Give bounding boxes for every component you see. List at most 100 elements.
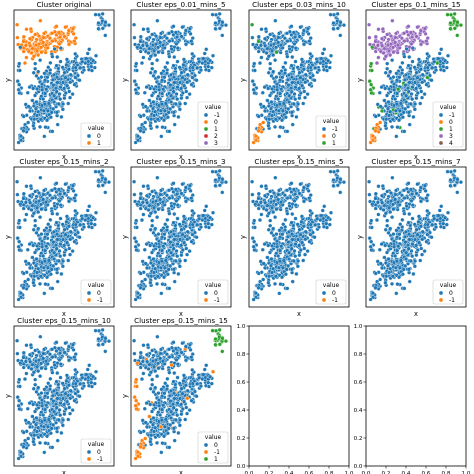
scatter-point <box>173 187 178 192</box>
scatter-point <box>263 26 268 32</box>
scatter-point <box>93 210 99 215</box>
scatter-point <box>328 210 334 215</box>
scatter-point <box>301 42 307 47</box>
scatter-point <box>91 58 96 63</box>
scatter-point <box>383 86 388 91</box>
scatter-point <box>15 192 20 197</box>
scatter-point <box>150 106 156 111</box>
scatter-point <box>220 177 225 182</box>
legend-entry-label: -1 <box>332 126 338 133</box>
legend-entry-label: 0 <box>332 133 336 140</box>
scatter-point <box>25 90 30 95</box>
scatter-point <box>378 104 383 109</box>
scatter-point <box>154 124 160 129</box>
scatter-point <box>47 71 53 76</box>
legend-marker <box>203 126 209 132</box>
scatter-point <box>54 24 59 29</box>
scatter-point <box>256 39 261 44</box>
scatter-point <box>182 83 187 88</box>
scatter-point <box>269 99 274 105</box>
scatter-point <box>150 189 155 194</box>
scatter-point <box>60 80 66 85</box>
scatter-point <box>58 46 63 51</box>
scatter-point <box>198 68 204 73</box>
scatter-point <box>40 244 45 249</box>
scatter-point <box>294 271 299 277</box>
scatter-point <box>285 129 290 134</box>
scatter-point <box>66 199 72 204</box>
scatter-point <box>367 22 372 27</box>
legend-marker <box>438 112 444 118</box>
scatter-point <box>167 234 172 239</box>
scatter-point <box>106 180 112 185</box>
scatter-point <box>177 80 183 85</box>
scatter-point <box>283 60 288 65</box>
scatter-point <box>416 57 422 62</box>
legend-entry-label: 0 <box>449 119 453 126</box>
scatter-point <box>185 229 190 234</box>
scatter-point <box>155 274 160 279</box>
scatter-point <box>163 65 168 70</box>
scatter-point <box>70 92 75 97</box>
scatter-point <box>455 33 460 38</box>
scatter-point <box>50 234 55 239</box>
scatter-point <box>415 90 420 96</box>
scatter-point <box>308 51 313 57</box>
scatter-point <box>68 72 73 77</box>
scatter-point <box>418 42 424 47</box>
scatter-point <box>308 65 313 70</box>
scatter-point <box>256 34 261 39</box>
scatter-point <box>293 85 298 90</box>
scatter-point <box>45 265 50 270</box>
scatter-point <box>265 98 270 103</box>
scatter-point <box>268 218 273 223</box>
scatter-point <box>316 68 322 73</box>
scatter-point <box>410 46 415 51</box>
scatter-point <box>73 222 78 227</box>
scatter-point <box>150 32 155 37</box>
scatter-point <box>414 96 419 101</box>
legend-entry-label: 3 <box>449 133 453 140</box>
scatter-point <box>185 72 190 77</box>
scatter-point <box>326 58 331 63</box>
scatter-point <box>54 246 59 251</box>
scatter-point <box>252 239 257 244</box>
scatter-point <box>27 193 33 198</box>
scatter-point <box>43 248 48 253</box>
scatter-point <box>51 99 57 105</box>
scatter-point <box>51 256 57 262</box>
scatter-point <box>220 20 225 25</box>
scatter-point <box>322 204 327 209</box>
scatter-point <box>380 43 385 48</box>
scatter-point <box>300 240 305 245</box>
scatter-point <box>89 225 95 230</box>
scatter-point <box>281 65 286 70</box>
scatter-point <box>179 191 184 196</box>
scatter-point <box>153 190 159 196</box>
scatter-point <box>138 196 143 201</box>
legend-marker <box>203 119 209 125</box>
scatter-point <box>66 28 71 33</box>
scatter-point <box>373 39 378 44</box>
scatter-point <box>189 39 194 44</box>
scatter-point <box>285 211 290 216</box>
scatter-point <box>42 259 47 264</box>
scatter-point <box>189 196 194 201</box>
scatter-point <box>16 140 21 145</box>
scatter-point <box>292 198 297 203</box>
legend-marker <box>203 140 209 146</box>
scatter-point <box>406 24 411 29</box>
scatter-point <box>68 80 73 85</box>
scatter-point <box>26 104 31 109</box>
scatter-point <box>64 214 70 219</box>
scatter-point <box>306 31 311 36</box>
scatter-point <box>140 43 145 48</box>
scatter-point <box>408 30 413 35</box>
scatter-point <box>327 65 332 70</box>
scatter-point <box>273 175 278 180</box>
scatter-point <box>262 265 268 271</box>
scatter-point <box>42 291 47 296</box>
scatter-point <box>295 65 300 70</box>
scatter-point <box>138 191 143 196</box>
scatter-point <box>167 286 172 291</box>
